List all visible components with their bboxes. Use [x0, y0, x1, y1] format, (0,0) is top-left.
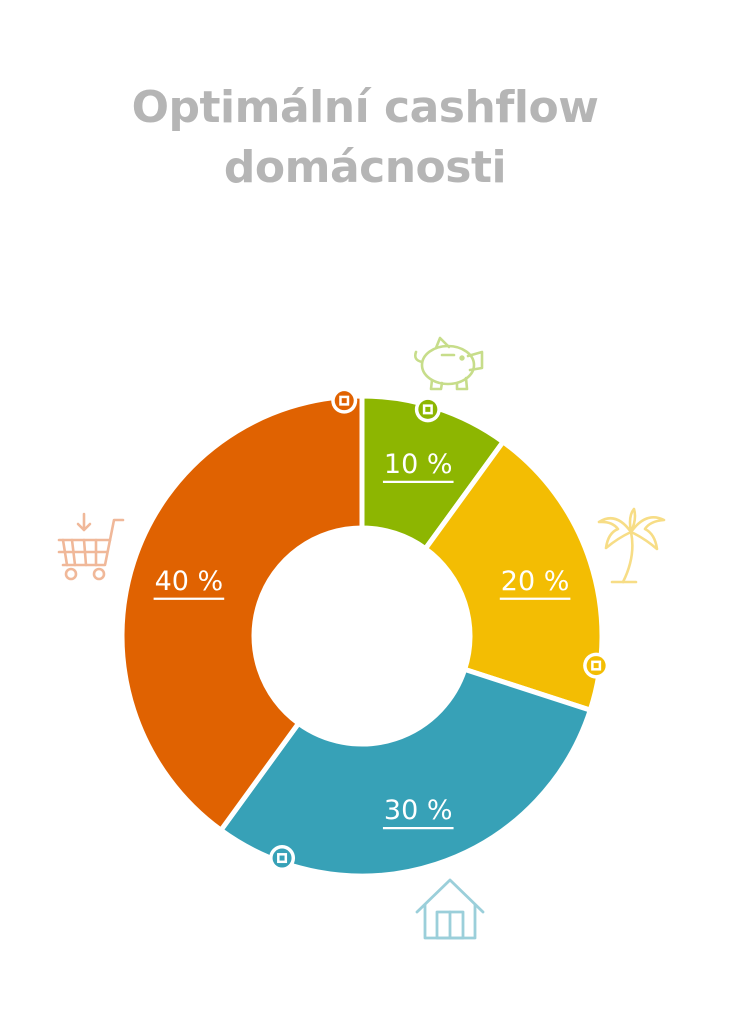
- slice-30-percent-marker: [269, 845, 296, 872]
- house-icon: [415, 878, 485, 940]
- chart-title-line-1: Optimální cashflow: [131, 82, 599, 133]
- slice-markers: [269, 387, 610, 872]
- piggy-bank-icon: [413, 336, 484, 391]
- slice-40-percent-label: 40 %: [155, 566, 224, 597]
- slice-labels: 10 % 20 % 30 % 40 %: [153, 449, 571, 830]
- slice-20-percent-marker: [583, 652, 610, 679]
- shopping-cart-icon: [57, 512, 125, 581]
- palm-tree-icon: [597, 507, 666, 584]
- slice-40-percent-marker: [331, 387, 358, 414]
- slice-20-percent: [421, 438, 605, 714]
- donut-slices: [119, 393, 605, 879]
- slice-30-percent: [217, 666, 594, 879]
- chart-title-line-2: domácnosti: [223, 142, 507, 193]
- slice-30-percent-label: 30 %: [384, 795, 453, 826]
- slice-10-percent-marker: [414, 396, 441, 423]
- chart-title: Optimální cashflow domácnosti: [0, 78, 730, 198]
- slice-20-percent-label: 20 %: [501, 566, 570, 597]
- slice-40-percent: [119, 393, 365, 834]
- slice-10-percent-label: 10 %: [384, 449, 453, 480]
